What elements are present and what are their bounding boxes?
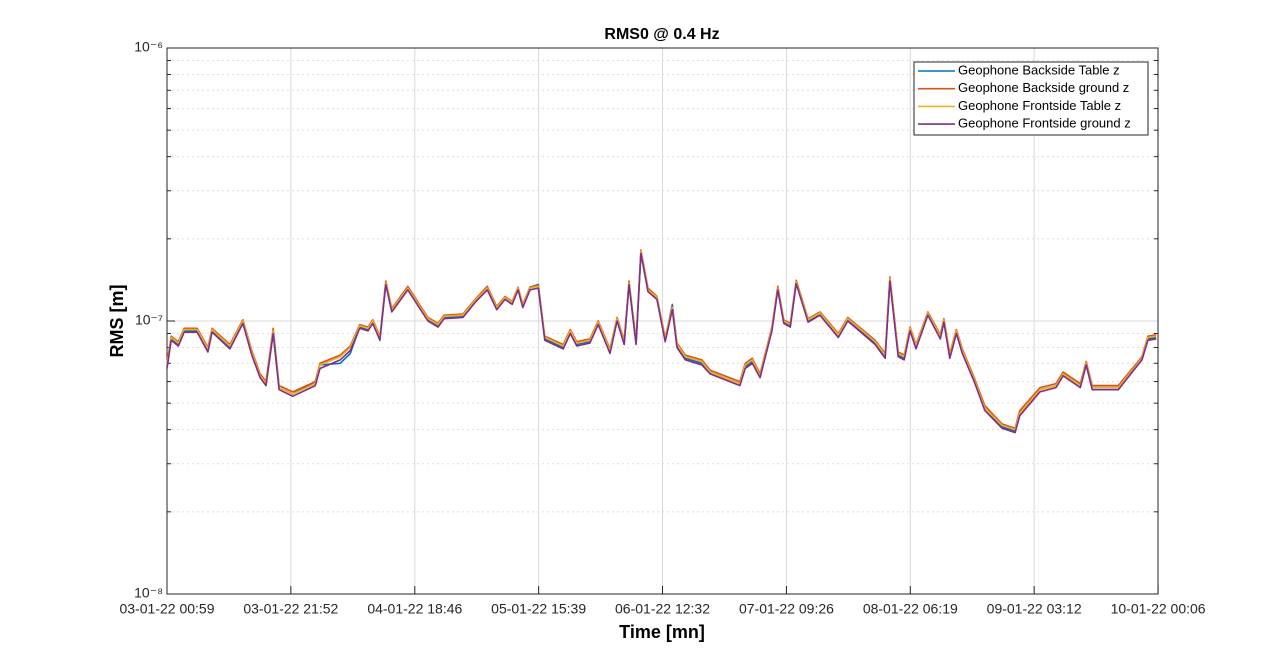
legend: Geophone Backside Table z Geophone Backsi… <box>913 61 1149 136</box>
legend-label: Geophone Frontside Table z <box>958 98 1121 113</box>
x-tick-label: 05-01-22 15:39 <box>491 601 586 617</box>
legend-label: Geophone Frontside ground z <box>958 116 1131 131</box>
x-tick-label: 07-01-22 09:26 <box>739 601 834 617</box>
x-axis-label: Time [mn] <box>619 622 705 642</box>
x-tick-label: 08-01-22 06:19 <box>863 601 958 617</box>
legend-box <box>913 61 1149 136</box>
x-tick-label: 09-01-22 03:12 <box>987 601 1082 617</box>
x-tick-label: 03-01-22 00:59 <box>120 601 215 617</box>
legend-label: Geophone Backside ground z <box>958 80 1129 95</box>
y-tick-label: 10⁻⁸ <box>134 585 163 601</box>
x-tick-label: 03-01-22 21:52 <box>243 601 338 617</box>
x-tick-label: 10-01-22 00:06 <box>1111 601 1206 617</box>
y-axis-label: RMS [m] <box>107 285 127 358</box>
x-tick-label: 06-01-22 12:32 <box>615 601 710 617</box>
y-tick-label: 10⁻⁶ <box>134 39 163 55</box>
x-tick-label: 04-01-22 18:46 <box>367 601 462 617</box>
legend-label: Geophone Backside Table z <box>958 62 1120 77</box>
axes-box <box>166 47 1159 595</box>
chart-title: RMS0 @ 0.4 Hz <box>604 26 719 43</box>
series-line <box>166 252 1157 434</box>
y-tick-label: 10⁻⁷ <box>135 312 163 328</box>
